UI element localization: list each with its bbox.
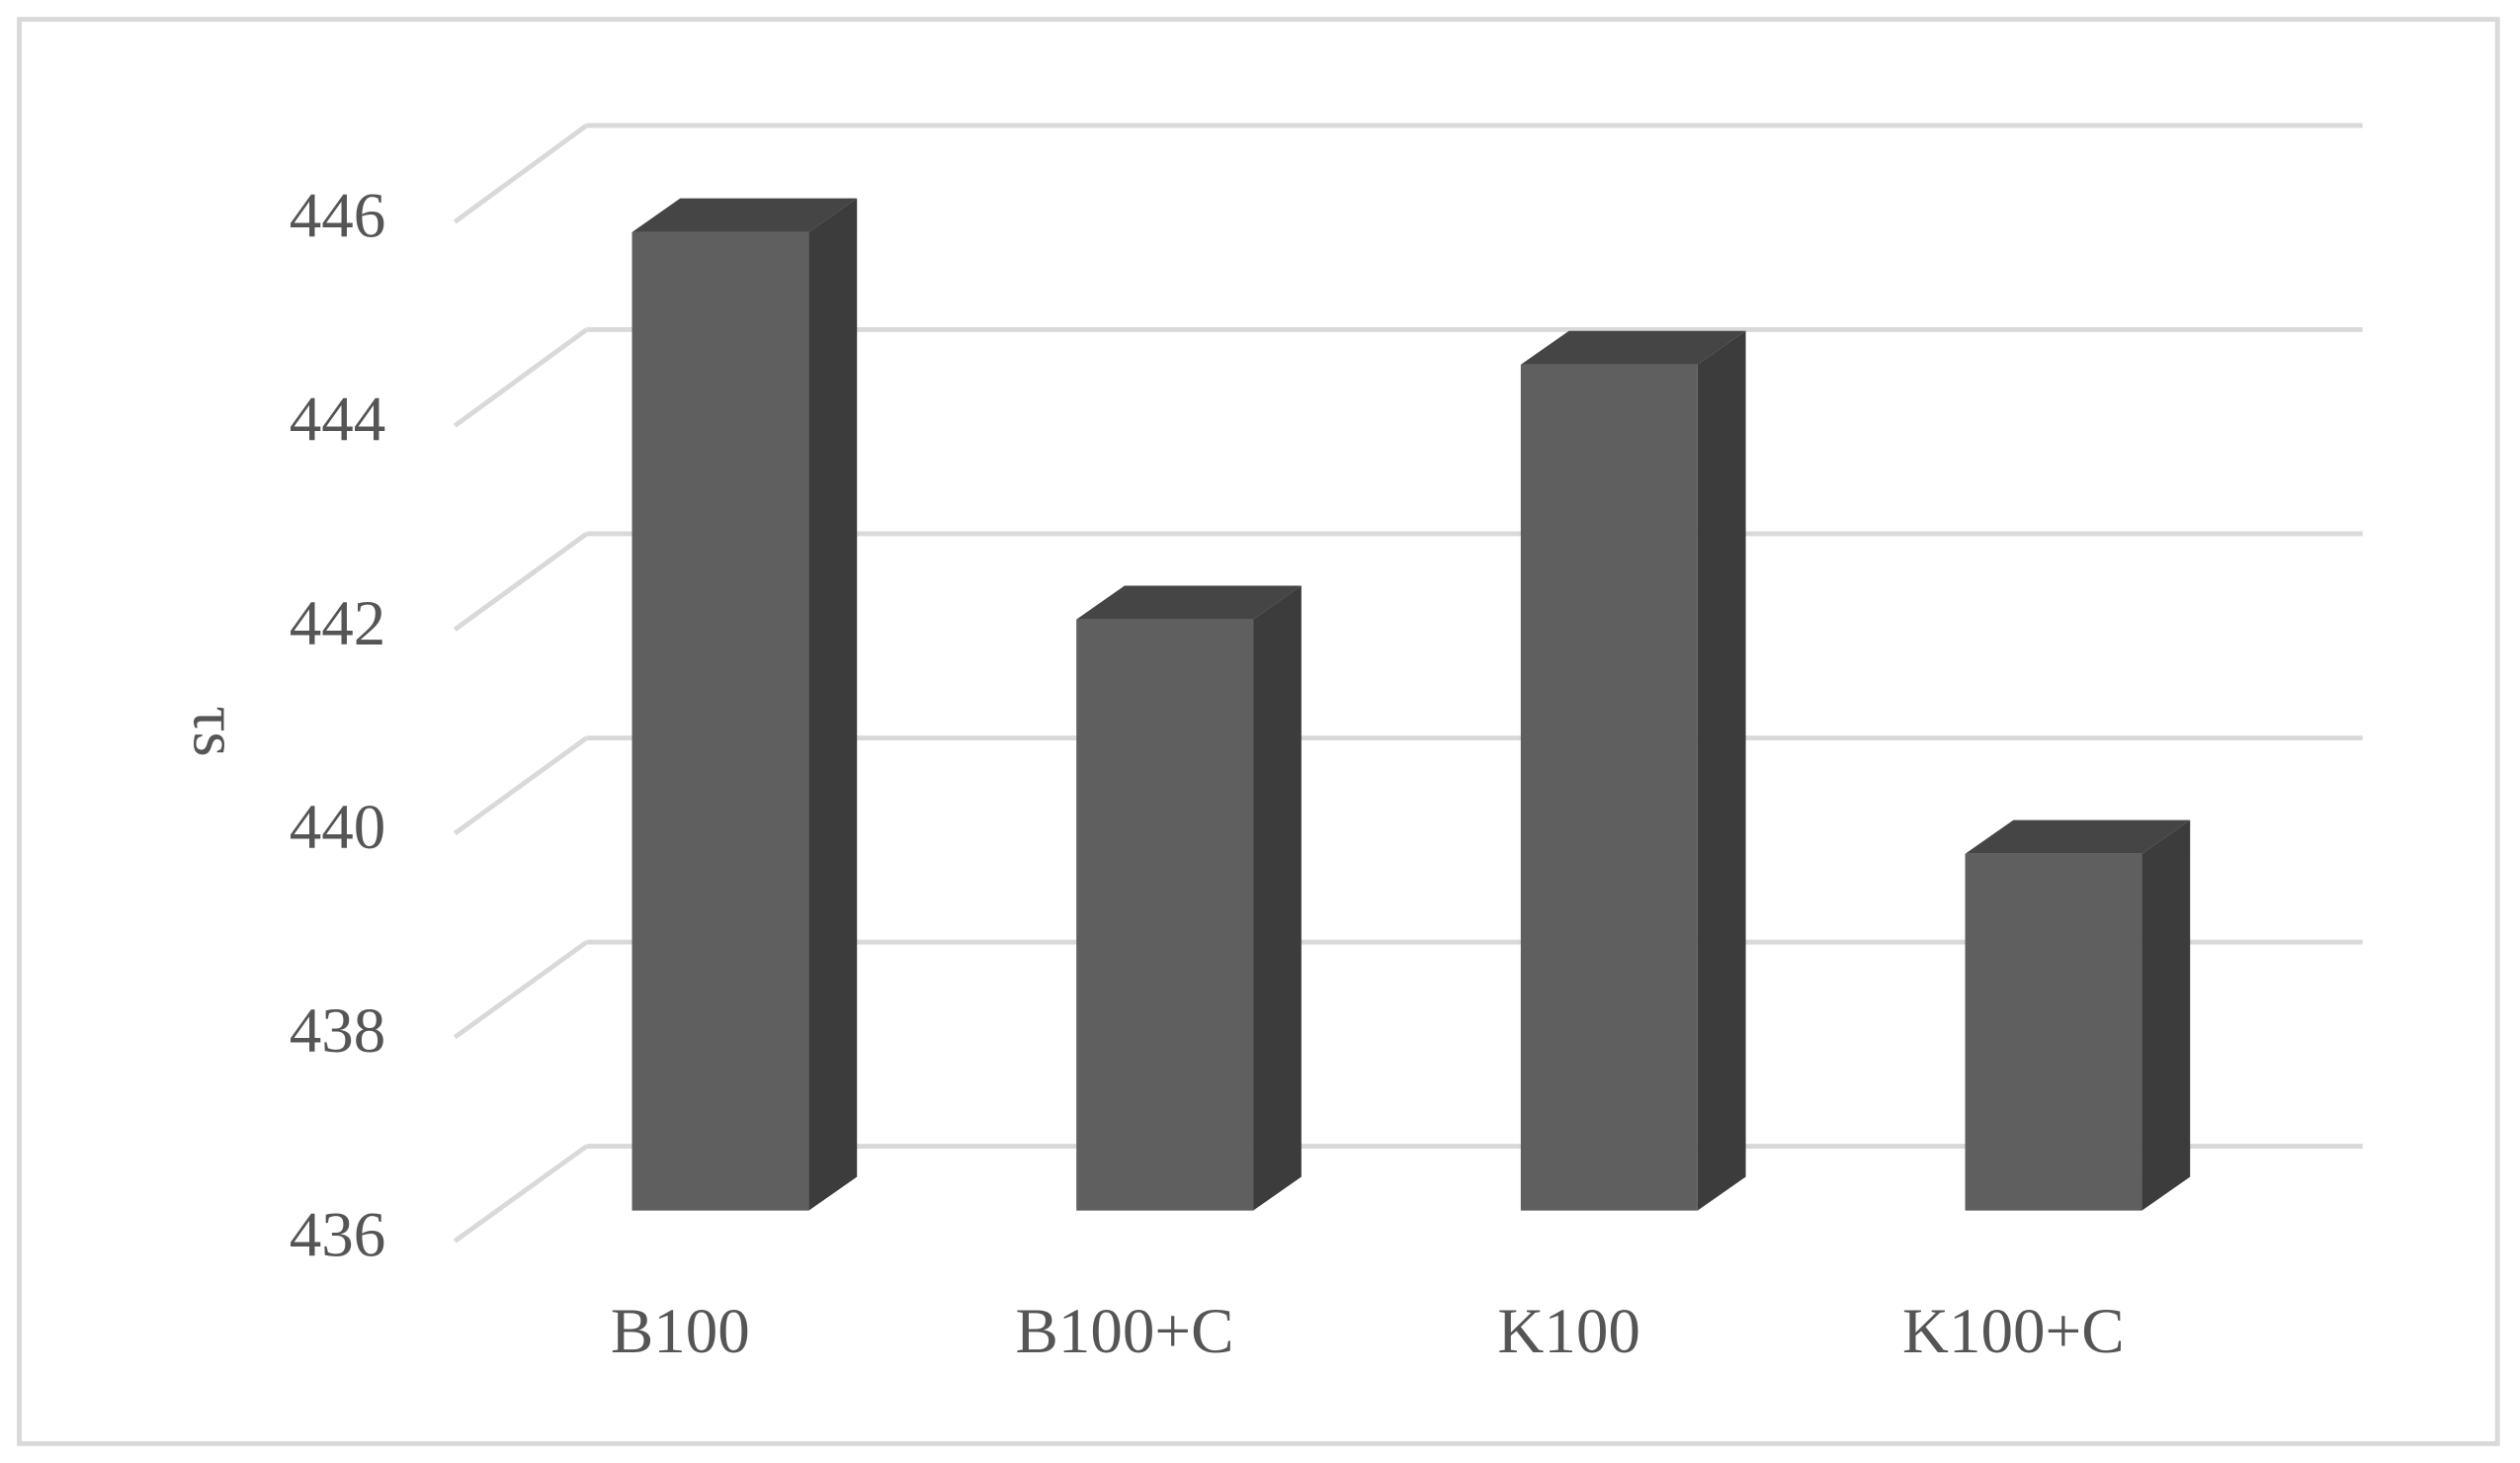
bar-side xyxy=(1697,330,1746,1211)
bar-side xyxy=(1253,585,1302,1211)
bar xyxy=(631,231,809,1211)
y-tick-label: 436 xyxy=(290,1199,386,1270)
grid-line xyxy=(453,327,589,428)
bar-side xyxy=(808,198,858,1211)
grid-line xyxy=(453,123,589,224)
y-tick-label: 442 xyxy=(290,588,386,659)
x-tick-label: K100 xyxy=(1497,1296,1640,1367)
y-tick-label: 444 xyxy=(290,385,386,456)
bar-top xyxy=(1965,819,2191,854)
bar-top xyxy=(631,198,858,232)
y-axis-label: τs xyxy=(179,706,250,756)
grid-line xyxy=(453,735,589,836)
bar xyxy=(1965,853,2142,1211)
grid-line xyxy=(453,531,589,632)
bar-top xyxy=(1076,585,1302,620)
grid-line xyxy=(453,940,589,1040)
grid-line xyxy=(453,1144,589,1244)
y-tick-label: 440 xyxy=(290,792,386,863)
y-tick-label: 446 xyxy=(290,180,386,251)
bar-side xyxy=(2142,819,2191,1211)
bar-top xyxy=(1520,330,1746,365)
x-tick-label: B100 xyxy=(611,1296,750,1367)
x-tick-label: K100+C xyxy=(1902,1296,2125,1367)
y-tick-label: 438 xyxy=(290,995,386,1067)
bar xyxy=(1076,619,1254,1211)
bar xyxy=(1520,364,1698,1211)
x-tick-label: B100+C xyxy=(1015,1296,1233,1367)
